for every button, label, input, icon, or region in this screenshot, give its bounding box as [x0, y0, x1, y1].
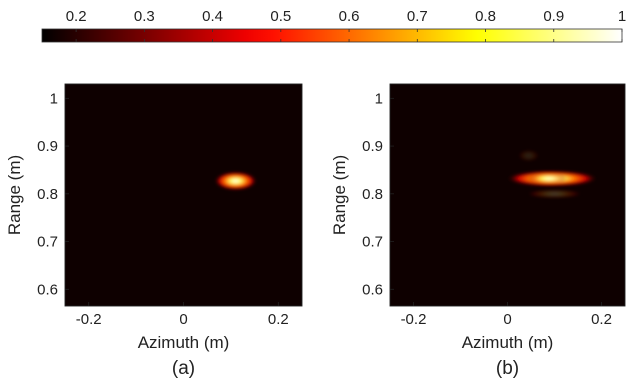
y-tick-label: 1	[375, 90, 383, 107]
y-tick-label: 1	[50, 90, 58, 107]
colorbar-tick-label: 0.5	[270, 8, 291, 25]
heatmap-features	[214, 171, 257, 191]
heatmap-blob-shape	[518, 149, 540, 162]
y-axis-label: Range (m)	[330, 155, 349, 235]
y-tick-label: 0.8	[362, 186, 383, 203]
x-tick-label: 0.2	[268, 311, 289, 328]
heatmap-blob-shape	[526, 189, 583, 199]
y-tick-label: 0.9	[362, 138, 383, 155]
x-tick-label: 0.2	[591, 311, 612, 328]
colorbar-tick-label: 0.7	[407, 8, 428, 25]
colorbar-tick-label: 0.8	[475, 8, 496, 25]
heatmap-features	[506, 149, 598, 199]
colorbar-tick-label: 0.6	[339, 8, 360, 25]
y-tick-label: 0.9	[37, 138, 58, 155]
heatmap-blob	[214, 171, 257, 191]
colorbar-tick-label: 1	[618, 8, 626, 25]
colorbar-tick-label: 0.2	[66, 8, 87, 25]
colorbar-tick-label: 0.3	[134, 8, 155, 25]
colorbar: 0.2 0.3 0.4 0.5 0.6 0.7 0.8 0.9 1	[41, 8, 626, 43]
panel-b: -0.2 0 0.2 0.6 0.7 0.8 0.9 1 Azimuth (m) Range (m…	[330, 83, 626, 379]
panel-label: (a)	[172, 358, 195, 379]
heatmap-background	[65, 84, 302, 306]
heatmap-blob	[526, 189, 583, 199]
colorbar-ticks: 0.2 0.3 0.4 0.5 0.6 0.7 0.8 0.9 1	[66, 8, 626, 42]
x-tick-label: 0	[503, 311, 511, 328]
heatmap-background	[390, 84, 625, 306]
colorbar-tick-label: 0.4	[202, 8, 223, 25]
x-axis-label: Azimuth (m)	[462, 333, 554, 352]
colorbar-bar	[41, 28, 623, 43]
colorbar-tick-label: 0.9	[543, 8, 564, 25]
x-tick-label: -0.2	[76, 311, 102, 328]
x-tick-label: -0.2	[401, 311, 427, 328]
panel-a: -0.2 0 0.2 0.6 0.7 0.8 0.9 1 Azimuth (m) Range (m…	[5, 83, 303, 379]
y-tick-label: 0.7	[362, 234, 383, 251]
y-tick-label: 0.6	[362, 281, 383, 298]
heatmap-blob-shape	[214, 171, 257, 191]
y-tick-label: 0.7	[37, 234, 58, 251]
x-tick-label: 0	[179, 311, 187, 328]
heatmap-blob	[518, 149, 540, 162]
panel-label: (b)	[496, 358, 519, 379]
x-axis-label: Azimuth (m)	[138, 333, 230, 352]
heatmap-blob	[527, 171, 568, 186]
heatmap-blob-shape	[527, 171, 568, 186]
y-tick-label: 0.8	[37, 186, 58, 203]
y-tick-label: 0.6	[37, 281, 58, 298]
y-axis-label: Range (m)	[5, 155, 24, 235]
